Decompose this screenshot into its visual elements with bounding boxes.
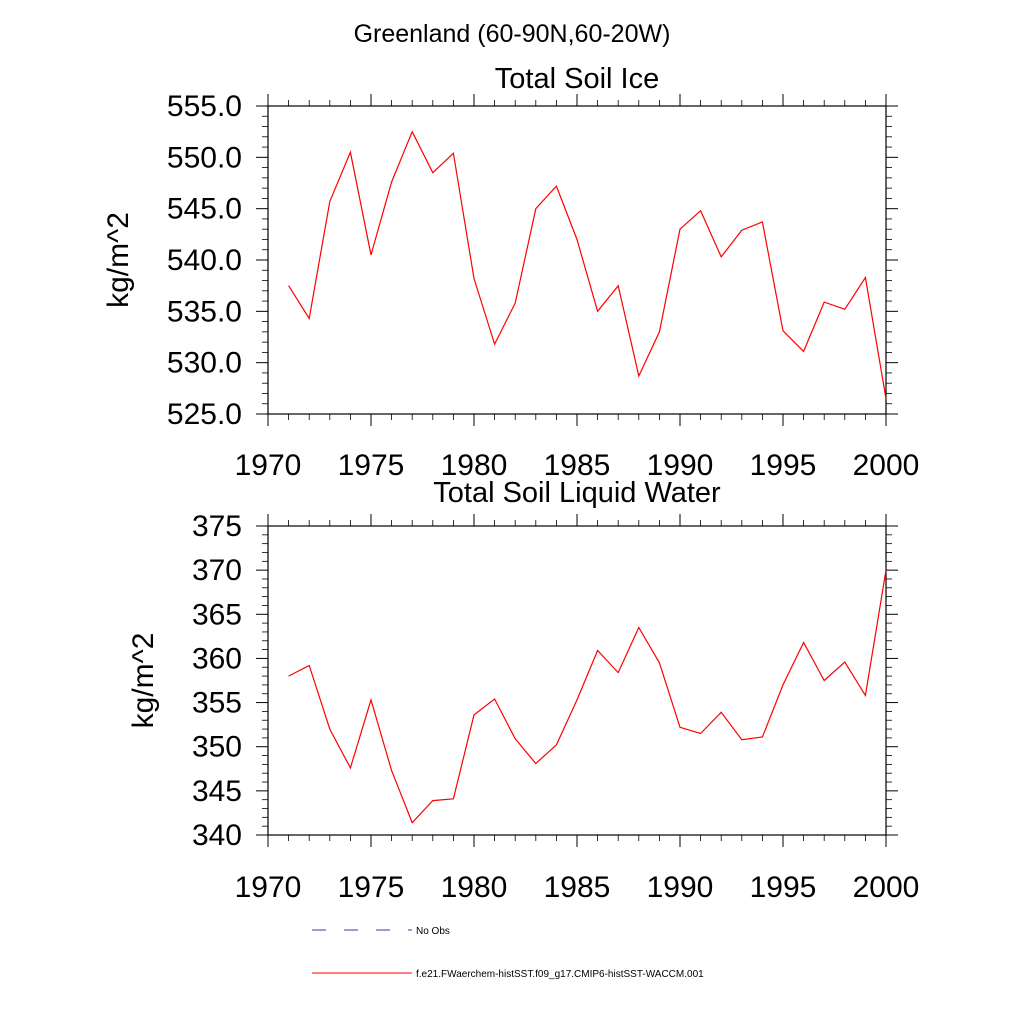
- y-tick-label: 540.0: [167, 244, 242, 277]
- y-tick-label: 360: [192, 642, 242, 675]
- y-tick-label: 365: [192, 598, 242, 631]
- plot-frame: [267, 105, 887, 415]
- y-tick-label: 550.0: [167, 141, 242, 174]
- series-line: [288, 570, 887, 824]
- y-tick-label: 555.0: [167, 90, 242, 123]
- legend: No Obs f.e21.FWaerchem-histSST.f09_g17.CM…: [312, 926, 704, 980]
- y-tick-label: 340: [192, 819, 242, 852]
- x-tick-label: 1985: [544, 871, 611, 904]
- legend-label-2: f.e21.FWaerchem-histSST.f09_g17.CMIP6-hi…: [416, 969, 704, 980]
- x-tick-label: 1990: [647, 449, 714, 482]
- series-line: [288, 130, 887, 399]
- x-tick-label: 1970: [235, 871, 302, 904]
- x-tick-label: 1975: [338, 871, 405, 904]
- y-tick-label: 535.0: [167, 295, 242, 328]
- y-tick-label: 370: [192, 554, 242, 587]
- y-axis-label: kg/m^2: [102, 212, 135, 308]
- x-tick-label: 1970: [235, 449, 302, 482]
- y-tick-label: 350: [192, 731, 242, 764]
- x-tick-label: 1975: [338, 449, 405, 482]
- y-tick-label: 375: [192, 510, 242, 543]
- y-tick-label: 530.0: [167, 347, 242, 380]
- x-tick-label: 2000: [853, 449, 920, 482]
- chart-panel-1: Total Soil Ice kg/m^2 1970 1975 1980 1985 1990…: [102, 63, 919, 482]
- y-axis-label: kg/m^2: [127, 633, 160, 729]
- legend-label-1: No Obs: [416, 926, 450, 937]
- y-tick-label: 545.0: [167, 193, 242, 226]
- y-tick-label: 355: [192, 687, 242, 720]
- x-tick-label: 1995: [750, 871, 817, 904]
- x-tick-label: 1995: [750, 449, 817, 482]
- x-tick-label: 1980: [441, 871, 508, 904]
- x-tick-label: 1985: [544, 449, 611, 482]
- chart-title: Total Soil Liquid Water: [433, 477, 721, 509]
- chart-title: Total Soil Ice: [495, 63, 659, 95]
- x-tick-label: 1990: [647, 871, 714, 904]
- chart-panel-2: Total Soil Liquid Water kg/m^2 1970 1975 198…: [127, 477, 919, 904]
- x-tick-label: 1980: [441, 449, 508, 482]
- figure-suptitle: Greenland (60-90N,60-20W): [354, 20, 671, 48]
- y-tick-label: 525.0: [167, 398, 242, 431]
- plot-frame: [267, 525, 887, 836]
- x-tick-label: 2000: [853, 871, 920, 904]
- y-tick-label: 345: [192, 775, 242, 808]
